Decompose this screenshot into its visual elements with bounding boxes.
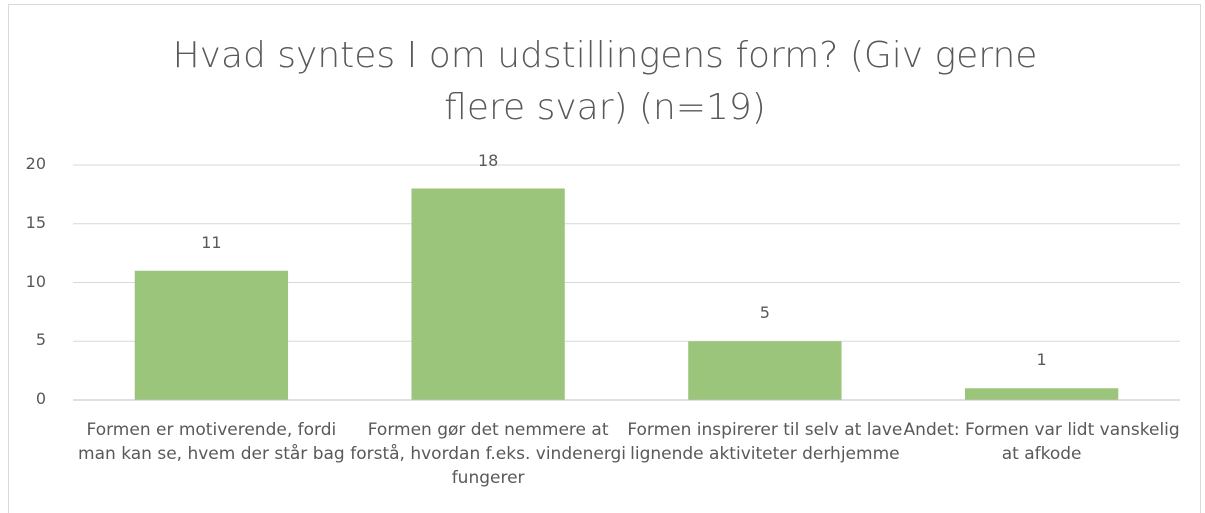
bar [134,270,289,400]
chart-frame [8,4,1201,513]
y-tick-label: 15 [25,212,46,232]
x-tick-label: Formen inspirerer til selv at lave ligne… [627,420,903,464]
x-tick-label: Formen gør det nemmere at forstå, hvorda… [350,420,627,488]
data-label: 11 [201,232,222,252]
bar [964,388,1119,400]
y-tick-label: 20 [25,154,46,173]
bar [688,341,842,400]
y-tick-label: 5 [35,330,46,350]
data-label: 5 [759,303,770,323]
chart-title: Hvad syntes I om udstillingens form? (Gi… [172,35,1038,128]
x-tick-label: Formen er motiverende, fordi man kan se,… [78,420,345,464]
data-label: 18 [477,150,499,170]
y-tick-label: 0 [35,389,46,408]
bar [411,188,565,400]
y-tick-label: 10 [25,271,46,291]
x-tick-label: Andet: Formen var lidt vanskelig at afko… [903,420,1180,464]
data-label: 1 [1036,350,1047,370]
